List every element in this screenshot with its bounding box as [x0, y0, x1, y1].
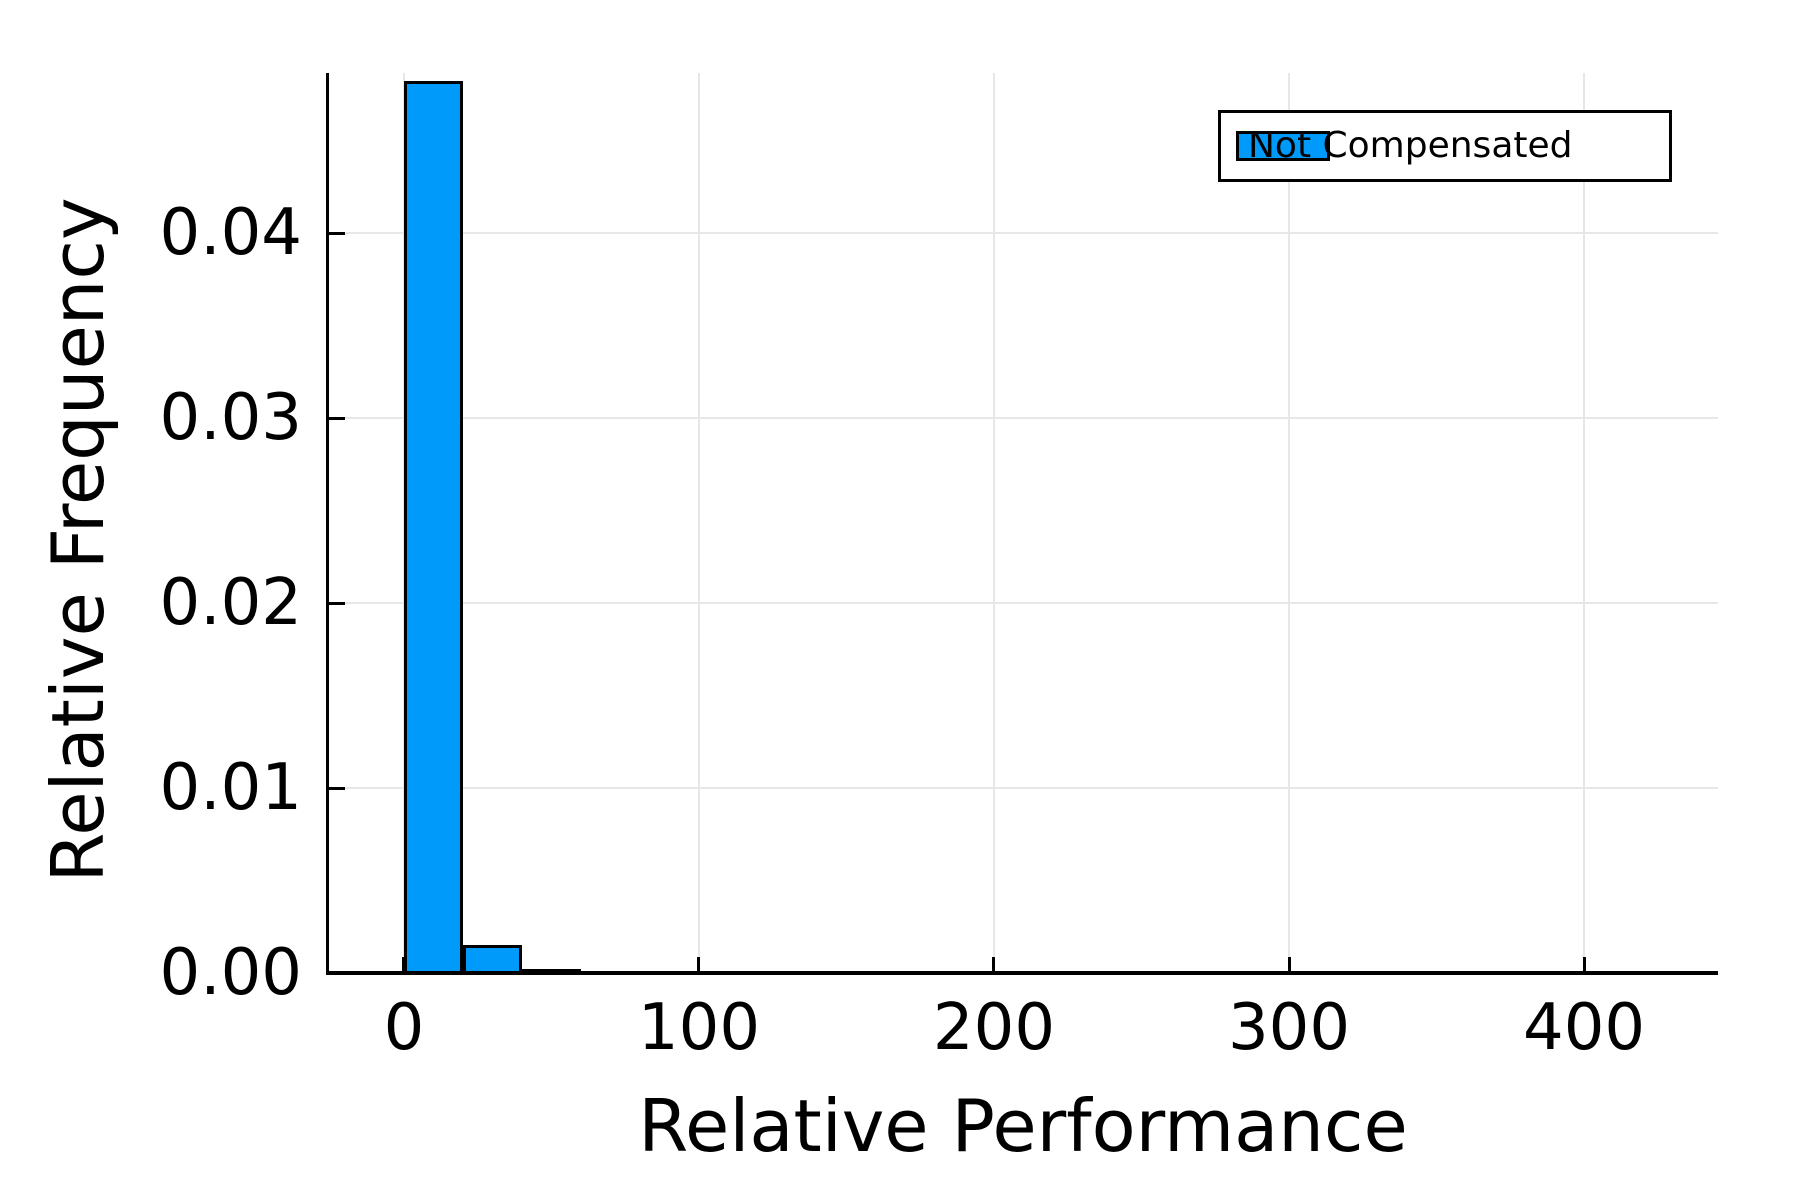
y-axis-tick	[329, 601, 345, 605]
gridline-horizontal	[329, 417, 1718, 419]
gridline-vertical	[1583, 73, 1586, 973]
y-tick-label: 0.04	[159, 196, 303, 271]
y-axis-label: Relative Frequency	[36, 197, 120, 883]
x-axis-tick	[697, 957, 701, 973]
gridline-horizontal	[329, 787, 1718, 789]
x-tick-label: 400	[1522, 991, 1646, 1065]
gridline-horizontal	[329, 602, 1718, 604]
x-axis-tick	[402, 957, 406, 973]
x-axis-tick	[992, 957, 996, 973]
histogram-bar	[403, 81, 463, 973]
x-axis-spine	[326, 971, 1718, 975]
y-tick-label: 0.03	[159, 381, 303, 455]
x-axis-tick	[1582, 957, 1586, 973]
x-tick-label: 0	[383, 991, 425, 1065]
y-axis-spine	[326, 73, 329, 975]
gridline-vertical	[1288, 73, 1291, 973]
y-axis-tick	[329, 416, 345, 420]
y-axis-tick	[329, 231, 345, 235]
y-axis-tick	[329, 786, 345, 790]
legend-swatch	[1236, 131, 1330, 161]
y-tick-label: 0.02	[159, 566, 303, 640]
legend-label: Not Compensated	[1248, 125, 1573, 166]
legend: Not Compensated	[1218, 110, 1672, 182]
x-tick-label: 300	[1227, 991, 1351, 1065]
y-axis-tick	[329, 971, 345, 975]
gridline-vertical	[697, 73, 700, 973]
gridline-horizontal	[329, 232, 1718, 235]
y-tick-label: 0.01	[159, 751, 303, 825]
x-tick-label: 200	[932, 991, 1056, 1065]
x-tick-label: 100	[637, 991, 761, 1065]
histogram-bar	[521, 968, 581, 973]
x-axis-label: Relative Performance	[638, 1084, 1408, 1168]
x-axis-tick	[1287, 957, 1291, 973]
histogram-bar	[462, 945, 522, 973]
y-tick-label: 0.00	[159, 936, 303, 1010]
gridline-vertical	[992, 73, 995, 973]
